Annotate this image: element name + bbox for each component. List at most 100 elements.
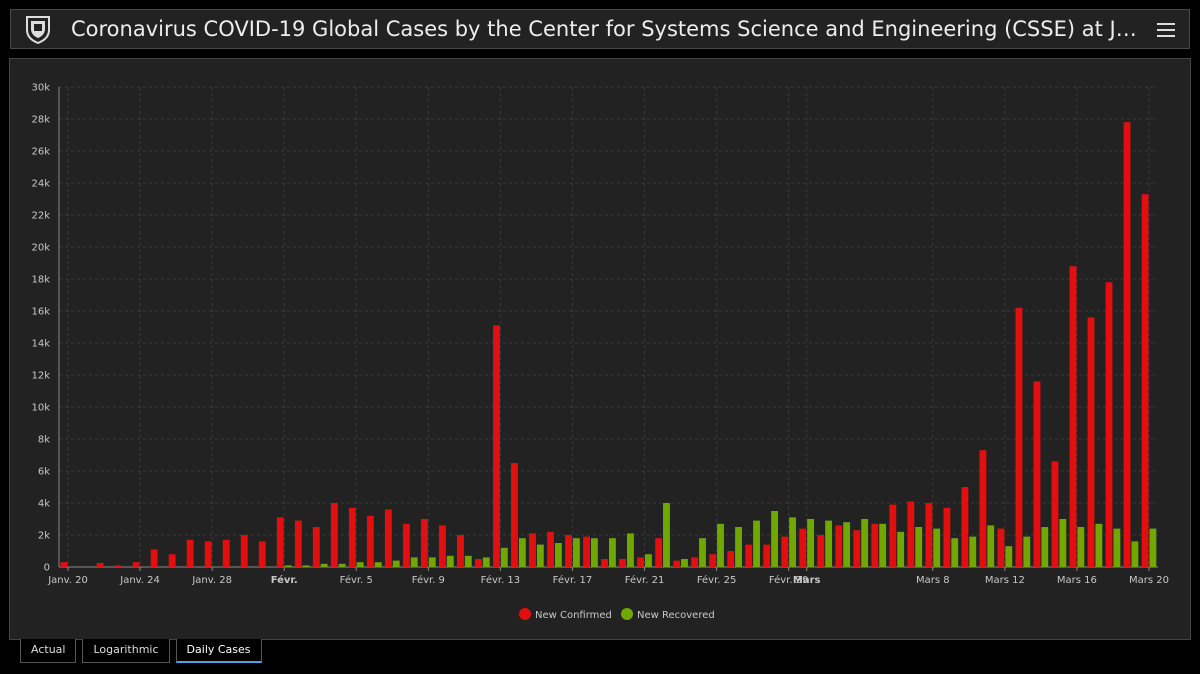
- chart-panel: 0 2k 4k 6k 8k 10k 12k 14k 16k 18k 20k 22k 24k 26k 28k 3…: [9, 58, 1191, 640]
- bar-new-recovered: [590, 538, 598, 567]
- bar-new-recovered: [951, 538, 959, 567]
- x-tick-label: Janv. 20: [47, 575, 88, 586]
- bar-new-recovered: [735, 527, 742, 567]
- bar-new-confirmed: [1141, 194, 1149, 567]
- bar-new-recovered: [1131, 541, 1139, 567]
- bar-new-confirmed: [475, 559, 482, 567]
- bar-new-confirmed: [889, 504, 897, 567]
- bar-new-recovered: [572, 538, 580, 567]
- bar-new-recovered: [320, 563, 328, 567]
- bar-new-confirmed: [1015, 307, 1023, 567]
- bar-new-confirmed: [168, 554, 176, 567]
- bar-new-confirmed: [799, 528, 807, 567]
- bar-new-confirmed: [96, 563, 104, 567]
- bar-new-confirmed: [673, 560, 681, 567]
- bar-new-recovered: [356, 562, 364, 567]
- x-tick-label: Févr.: [271, 574, 298, 586]
- bar-new-recovered: [1113, 528, 1121, 567]
- bar-new-confirmed: [745, 544, 753, 567]
- bar-new-recovered: [843, 522, 851, 567]
- x-tick-label: Févr. 17: [553, 574, 593, 586]
- bar-new-confirmed: [979, 450, 987, 567]
- bar-new-recovered: [681, 559, 688, 567]
- bar-new-confirmed: [493, 325, 500, 567]
- bar-new-confirmed: [132, 562, 140, 567]
- bar-new-confirmed: [547, 531, 554, 567]
- bar-new-recovered: [753, 520, 760, 567]
- x-tick-label: Févr. 9: [412, 574, 445, 586]
- bar-new-confirmed: [511, 463, 518, 567]
- hamburger-menu-icon[interactable]: [1157, 20, 1175, 38]
- bar-new-recovered: [987, 525, 995, 567]
- bar-new-confirmed: [348, 507, 356, 567]
- bar-new-recovered: [554, 543, 562, 567]
- tab-logarithmic[interactable]: Logarithmic: [82, 639, 170, 663]
- legend-label-new-confirmed: New Confirmed: [535, 610, 612, 621]
- app-header: Coronavirus COVID-19 Global Cases by the…: [10, 9, 1190, 49]
- bar-new-confirmed: [1051, 461, 1059, 567]
- bar-new-recovered: [482, 557, 490, 567]
- bar-new-confirmed: [655, 538, 663, 567]
- bar-new-confirmed: [781, 536, 789, 567]
- bar-new-recovered: [410, 557, 418, 567]
- bar-new-recovered: [969, 536, 977, 567]
- bar-new-confirmed: [961, 487, 969, 567]
- bar-new-confirmed: [637, 557, 645, 567]
- bar-new-confirmed: [1105, 282, 1113, 567]
- bar-new-recovered: [428, 557, 436, 567]
- y-tick-label: 14k: [31, 339, 50, 350]
- legend-marker-new-recovered: [621, 608, 633, 620]
- y-tick-label: 26k: [31, 147, 50, 158]
- bar-new-confirmed: [258, 541, 266, 567]
- bar-new-recovered: [879, 523, 887, 567]
- bar-new-recovered: [1149, 528, 1157, 567]
- bar-new-recovered: [627, 533, 634, 567]
- bar-new-confirmed: [294, 520, 302, 567]
- bar-new-confirmed: [1069, 266, 1077, 567]
- bar-new-confirmed: [186, 539, 194, 567]
- bar-new-recovered: [717, 523, 724, 567]
- bar-new-recovered: [771, 511, 778, 567]
- bar-new-recovered: [663, 503, 670, 567]
- bar-new-recovered: [338, 563, 346, 567]
- bar-new-confirmed: [835, 525, 843, 567]
- bar-new-confirmed: [727, 551, 735, 567]
- bar-new-confirmed: [312, 527, 320, 567]
- x-tick-label: Mars 8: [916, 575, 950, 586]
- bar-new-confirmed: [150, 549, 158, 567]
- x-tick-label: Janv. 24: [119, 575, 160, 586]
- x-tick-label: Févr. 13: [481, 574, 521, 586]
- y-tick-label: 4k: [38, 499, 50, 510]
- bar-new-recovered: [915, 527, 923, 567]
- bar-new-confirmed: [943, 507, 951, 567]
- bar-new-confirmed: [997, 528, 1005, 567]
- x-tick-label: Mars: [793, 575, 821, 586]
- bar-new-recovered: [645, 554, 652, 567]
- bar-new-recovered: [861, 519, 869, 567]
- bar-new-confirmed: [222, 539, 230, 567]
- bar-new-confirmed: [420, 519, 428, 567]
- bar-new-confirmed: [601, 559, 608, 567]
- bar-new-confirmed: [60, 562, 68, 567]
- bar-new-confirmed: [402, 523, 410, 567]
- bar-new-recovered: [699, 538, 706, 567]
- bar-new-recovered: [446, 555, 454, 567]
- bar-new-recovered: [536, 544, 544, 567]
- tab-actual[interactable]: Actual: [20, 639, 77, 663]
- x-tick-label: Févr. 29: [769, 574, 809, 586]
- y-tick-label: 2k: [38, 531, 50, 542]
- chart-mode-tabs: Actual Logarithmic Daily Cases: [20, 639, 268, 663]
- bar-new-confirmed: [1087, 317, 1095, 567]
- y-tick-label: 30k: [31, 83, 50, 94]
- bar-new-recovered: [1023, 536, 1031, 567]
- y-tick-label: 0: [44, 563, 50, 574]
- bar-new-confirmed: [240, 535, 248, 567]
- bar-new-confirmed: [853, 530, 861, 567]
- tab-daily-cases[interactable]: Daily Cases: [175, 639, 262, 663]
- x-tick-label: Mars 20: [1129, 575, 1169, 586]
- y-tick-label: 8k: [38, 435, 50, 446]
- bar-new-recovered: [1041, 527, 1049, 567]
- y-tick-label: 16k: [31, 307, 50, 318]
- bar-new-recovered: [392, 560, 400, 567]
- bar-new-confirmed: [529, 533, 536, 567]
